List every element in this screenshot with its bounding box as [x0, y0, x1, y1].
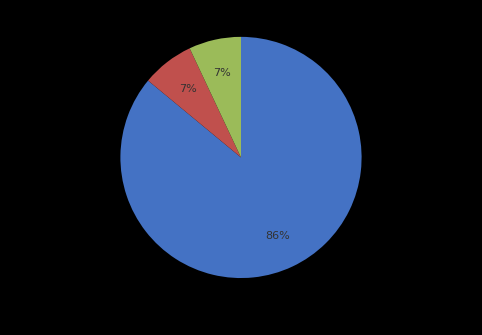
Wedge shape [189, 37, 241, 157]
Text: 7%: 7% [213, 68, 231, 78]
Wedge shape [120, 37, 362, 278]
Text: 86%: 86% [266, 231, 290, 241]
Wedge shape [148, 48, 241, 157]
Text: 7%: 7% [179, 84, 197, 94]
